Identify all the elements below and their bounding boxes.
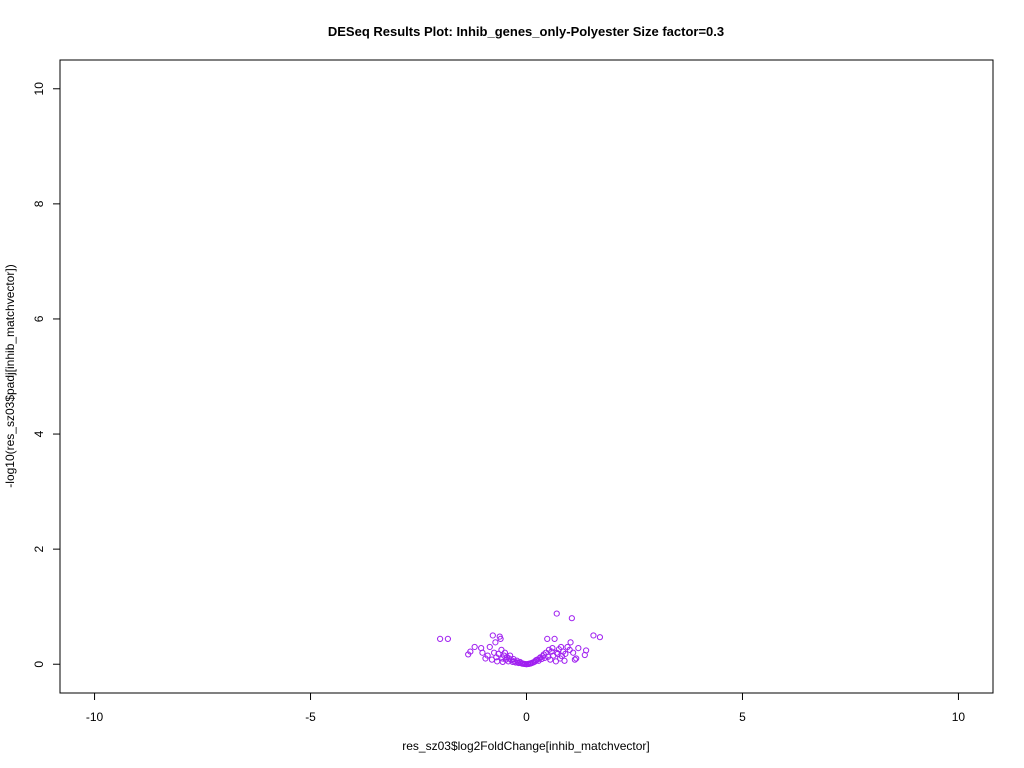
x-tick-label: -10	[86, 710, 104, 724]
y-tick-label: 6	[32, 315, 46, 322]
data-point	[498, 646, 505, 653]
plot-frame	[59, 59, 994, 694]
data-point	[570, 649, 577, 656]
data-point	[573, 655, 580, 662]
data-point	[549, 645, 556, 652]
y-tick-label: 10	[32, 82, 46, 96]
x-tick-label: -5	[305, 710, 316, 724]
data-point	[467, 648, 474, 655]
x-axis-label: res_sz03$log2FoldChange[inhib_matchvecto…	[402, 739, 649, 753]
y-tick-label: 8	[32, 200, 46, 207]
data-point	[544, 635, 551, 643]
data-point	[575, 645, 582, 652]
x-tick-label: 10	[952, 710, 966, 724]
y-axis-label: -log10(res_sz03$padj[inhib_matchvector])	[3, 264, 17, 487]
y-tick-label: 2	[32, 545, 46, 552]
data-point	[444, 635, 451, 643]
data-point	[571, 656, 578, 663]
data-point	[561, 657, 568, 664]
data-point	[547, 656, 554, 663]
data-point	[505, 658, 512, 665]
x-tick-label: 5	[739, 710, 746, 724]
y-axis: 0 2 4 6 8 10	[32, 82, 60, 668]
data-point	[583, 647, 590, 654]
data-point	[497, 635, 504, 643]
data-point	[495, 650, 502, 657]
data-point	[492, 639, 499, 646]
data-point	[596, 634, 604, 641]
data-point	[590, 632, 597, 639]
data-point	[437, 635, 444, 643]
data-point	[479, 649, 486, 656]
data-point	[551, 635, 558, 643]
y-tick-label: 4	[32, 430, 46, 437]
data-points	[437, 610, 604, 668]
data-point	[471, 643, 478, 651]
data-point	[552, 658, 559, 665]
data-point	[553, 610, 560, 617]
data-point	[567, 639, 574, 646]
chart-title: DESeq Results Plot: Inhib_genes_only-Pol…	[328, 24, 724, 39]
y-tick-label: 0	[32, 661, 46, 668]
data-point	[484, 652, 491, 659]
x-tick-label: 0	[523, 710, 530, 724]
data-point	[515, 659, 522, 667]
data-point	[486, 643, 493, 651]
data-point	[489, 632, 496, 639]
data-point	[568, 615, 575, 622]
x-axis: -10 -5 0 5 10	[86, 693, 966, 724]
data-point	[562, 650, 569, 657]
